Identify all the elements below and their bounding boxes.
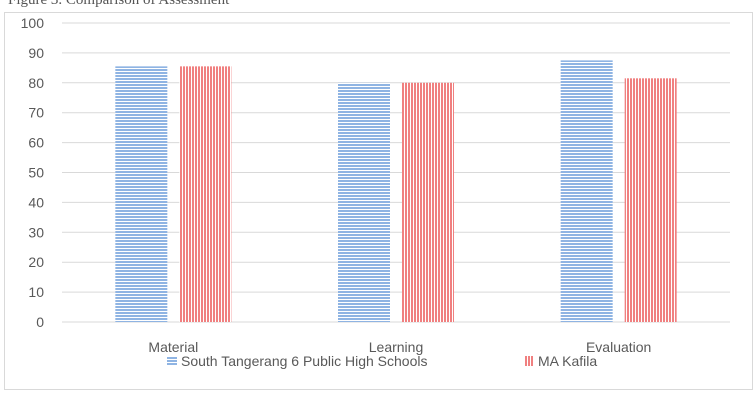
x-category-label: Learning bbox=[369, 339, 424, 355]
y-tick-label: 40 bbox=[28, 194, 44, 210]
legend-label: South Tangerang 6 Public High Schools bbox=[181, 353, 427, 369]
legend: South Tangerang 6 Public High Schools MA … bbox=[167, 353, 597, 369]
bar-material-series-1 bbox=[115, 66, 168, 322]
y-tick-label: 50 bbox=[28, 165, 44, 181]
y-tick-label: 90 bbox=[28, 45, 44, 61]
x-category-label: Material bbox=[148, 339, 198, 355]
y-tick-label: 30 bbox=[28, 224, 44, 240]
y-tick-label: 60 bbox=[28, 135, 44, 151]
bar-evaluation-series-2 bbox=[624, 78, 677, 322]
caption-clip: Figure 3. Comparison of Assessment bbox=[0, 0, 755, 12]
x-category-label: Evaluation bbox=[586, 339, 651, 355]
bars bbox=[115, 60, 677, 322]
y-tick-label: 10 bbox=[28, 284, 44, 300]
legend-label: MA Kafila bbox=[538, 353, 597, 369]
y-tick-label: 70 bbox=[28, 105, 44, 121]
y-tick-label: 80 bbox=[28, 75, 44, 91]
bar-learning-series-1 bbox=[338, 82, 390, 322]
y-tick-label: 0 bbox=[36, 314, 44, 330]
gridlines bbox=[62, 22, 730, 323]
bar-evaluation-series-1 bbox=[560, 60, 613, 322]
legend-swatch bbox=[524, 356, 534, 366]
bar-learning-series-2 bbox=[402, 82, 454, 322]
y-axis-ticks: 0 10 20 30 40 50 60 70 80 90 100 bbox=[21, 15, 45, 330]
bar-material-series-2 bbox=[179, 66, 232, 322]
y-tick-label: 20 bbox=[28, 254, 44, 270]
legend-swatch bbox=[167, 356, 177, 366]
x-axis-categories: Material Learning Evaluation bbox=[148, 339, 651, 355]
figure-caption: Figure 3. Comparison of Assessment bbox=[8, 0, 230, 8]
y-tick-label: 100 bbox=[21, 15, 45, 31]
